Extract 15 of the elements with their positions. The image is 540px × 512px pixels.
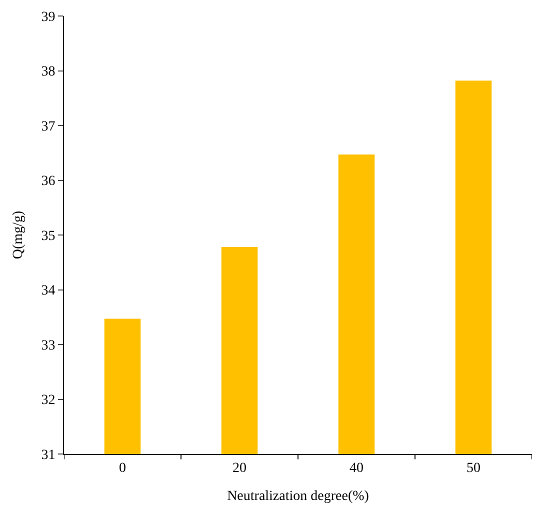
y-tick-label: 39 xyxy=(41,10,56,25)
x-axis-title: Neutralization degree(%) xyxy=(227,489,370,504)
y-tick-label: 36 xyxy=(41,174,56,190)
x-tick-label: 50 xyxy=(466,460,480,476)
y-tick-label: 33 xyxy=(41,338,56,354)
y-tick-label: 35 xyxy=(41,228,56,244)
y-tick-label: 31 xyxy=(41,448,56,463)
x-tick-label: 20 xyxy=(232,460,246,476)
y-tick-label: 34 xyxy=(41,284,56,299)
y-axis-title: Q(mg/g) xyxy=(10,210,26,260)
x-tick-label: 40 xyxy=(350,460,364,476)
y-tick-label: 37 xyxy=(41,119,56,134)
y-tick-label: 38 xyxy=(41,64,56,80)
y-tick-label: 32 xyxy=(41,393,56,408)
x-tick-label: 0 xyxy=(119,460,126,476)
